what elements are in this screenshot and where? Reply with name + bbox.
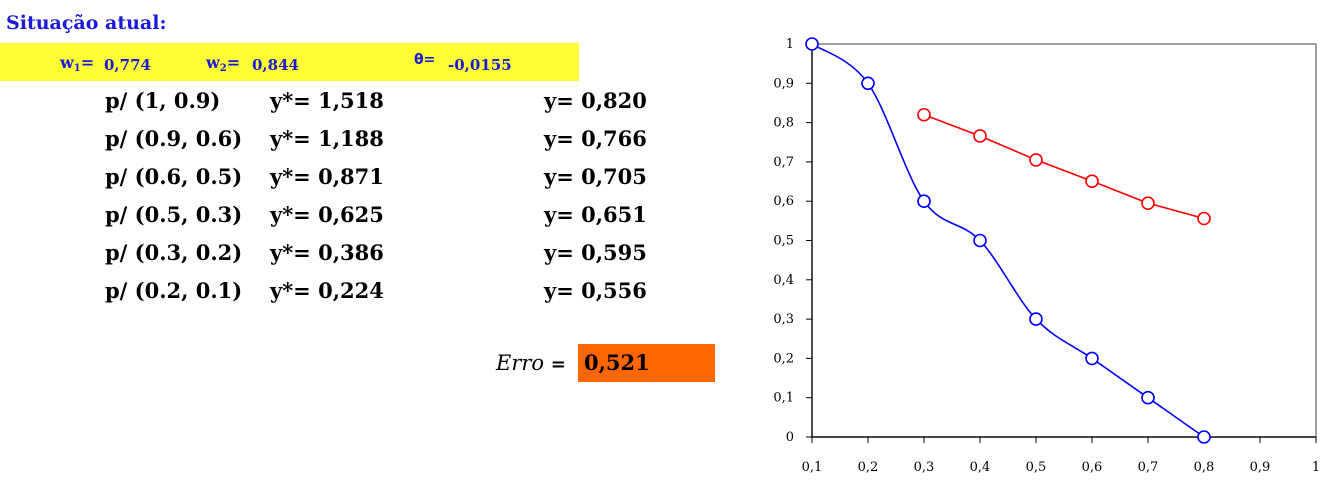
x-tick-label: 0,3 bbox=[914, 460, 935, 475]
w1-label: w1= bbox=[60, 53, 95, 74]
y-tick-label: 0,7 bbox=[773, 155, 794, 170]
error-value: 0,521 bbox=[584, 350, 650, 375]
y-tick-label: 0,4 bbox=[773, 273, 794, 288]
pattern-label: p/ (0.3, 0.2) bbox=[105, 240, 243, 265]
x-tick-label: 1 bbox=[1312, 460, 1320, 475]
x-tick-label: 0,8 bbox=[1194, 460, 1215, 475]
weights-panel: w1= 0,774 w2= 0,844 θ= -0,0155 bbox=[0, 43, 579, 81]
x-tick-label: 0,6 bbox=[1082, 460, 1103, 475]
pattern-label: p/ (0.6, 0.5) bbox=[105, 164, 243, 189]
x-tick-label: 0,5 bbox=[1026, 460, 1047, 475]
series-0-point bbox=[1029, 312, 1043, 326]
y-tick-label: 0 bbox=[786, 430, 794, 445]
theta-value: -0,0155 bbox=[448, 56, 512, 74]
y-tick-label: 0,8 bbox=[773, 116, 794, 131]
x-tick-label: 0,9 bbox=[1250, 460, 1271, 475]
series-0-point bbox=[861, 76, 875, 91]
series-0-point bbox=[1085, 351, 1099, 366]
y-value: y= 0,705 bbox=[544, 164, 647, 189]
theta-label: θ= bbox=[414, 52, 436, 68]
y-value: y= 0,556 bbox=[544, 278, 647, 303]
y-tick-label: 0,9 bbox=[773, 76, 794, 91]
y-tick-label: 0,3 bbox=[773, 312, 794, 327]
y-tick-label: 0,6 bbox=[773, 194, 794, 209]
plot-frame bbox=[811, 43, 1317, 438]
series-1-point bbox=[973, 129, 987, 143]
series-0-point bbox=[1141, 390, 1155, 405]
series-0-point bbox=[973, 233, 987, 248]
x-tick-label: 0,7 bbox=[1138, 460, 1159, 475]
series-0-point bbox=[805, 37, 819, 51]
w2-label: w2= bbox=[206, 53, 241, 74]
page-title: Situação atual: bbox=[6, 12, 167, 34]
ystar-value: y*= 0,224 bbox=[270, 278, 384, 303]
ystar-value: y*= 0,625 bbox=[270, 202, 384, 227]
y-value: y= 0,820 bbox=[544, 88, 647, 113]
w2-value: 0,844 bbox=[252, 56, 299, 74]
y-value: y= 0,766 bbox=[544, 126, 647, 151]
pattern-label: p/ (0.5, 0.3) bbox=[105, 202, 243, 227]
error-label: Erro = bbox=[496, 351, 566, 375]
y-tick-label: 0,1 bbox=[773, 391, 794, 406]
ystar-value: y*= 1,188 bbox=[270, 126, 384, 151]
series-line-1 bbox=[923, 113, 1205, 220]
series-1-point bbox=[1197, 211, 1211, 226]
x-tick-label: 0,2 bbox=[858, 460, 879, 475]
pattern-label: p/ (0.9, 0.6) bbox=[105, 126, 243, 151]
y-tick-label: 1 bbox=[786, 37, 794, 52]
y-value: y= 0,651 bbox=[544, 202, 647, 227]
ystar-value: y*= 0,871 bbox=[270, 164, 384, 189]
series-0-point bbox=[1197, 430, 1211, 444]
series-1-point bbox=[1029, 153, 1043, 167]
series-line-0 bbox=[811, 43, 1205, 438]
x-tick-label: 0,1 bbox=[802, 460, 823, 475]
y-tick-label: 0,2 bbox=[773, 351, 794, 366]
series-1-point bbox=[917, 107, 931, 122]
pattern-label: p/ (1, 0.9) bbox=[105, 88, 221, 113]
error-value-box: 0,521 bbox=[578, 344, 715, 382]
y-value: y= 0,595 bbox=[544, 240, 647, 265]
y-tick-label: 0,5 bbox=[773, 234, 794, 249]
ystar-value: y*= 0,386 bbox=[270, 240, 384, 265]
w1-value: 0,774 bbox=[104, 56, 151, 74]
pattern-label: p/ (0.2, 0.1) bbox=[105, 278, 243, 303]
x-tick-label: 0,4 bbox=[970, 460, 991, 475]
series-0-point bbox=[917, 194, 931, 208]
series-1-point bbox=[1141, 196, 1155, 210]
series-1-point bbox=[1085, 174, 1099, 188]
ystar-value: y*= 1,518 bbox=[270, 88, 384, 113]
